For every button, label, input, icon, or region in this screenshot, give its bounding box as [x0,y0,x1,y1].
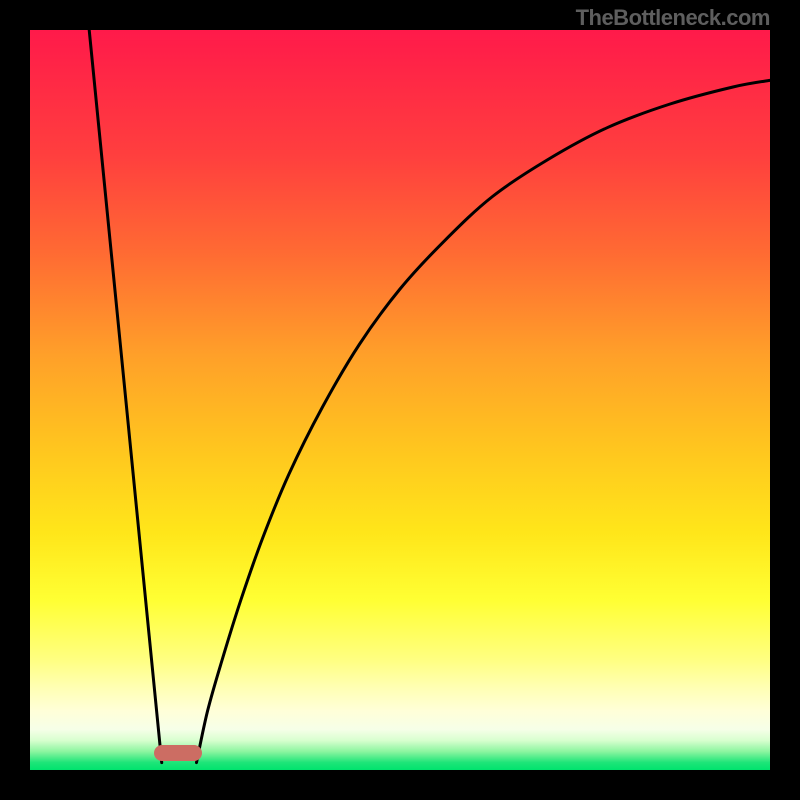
bottleneck-curve [30,30,770,770]
plot-area [30,30,770,770]
optimum-marker [154,745,202,761]
watermark-text: TheBottleneck.com [576,5,770,31]
